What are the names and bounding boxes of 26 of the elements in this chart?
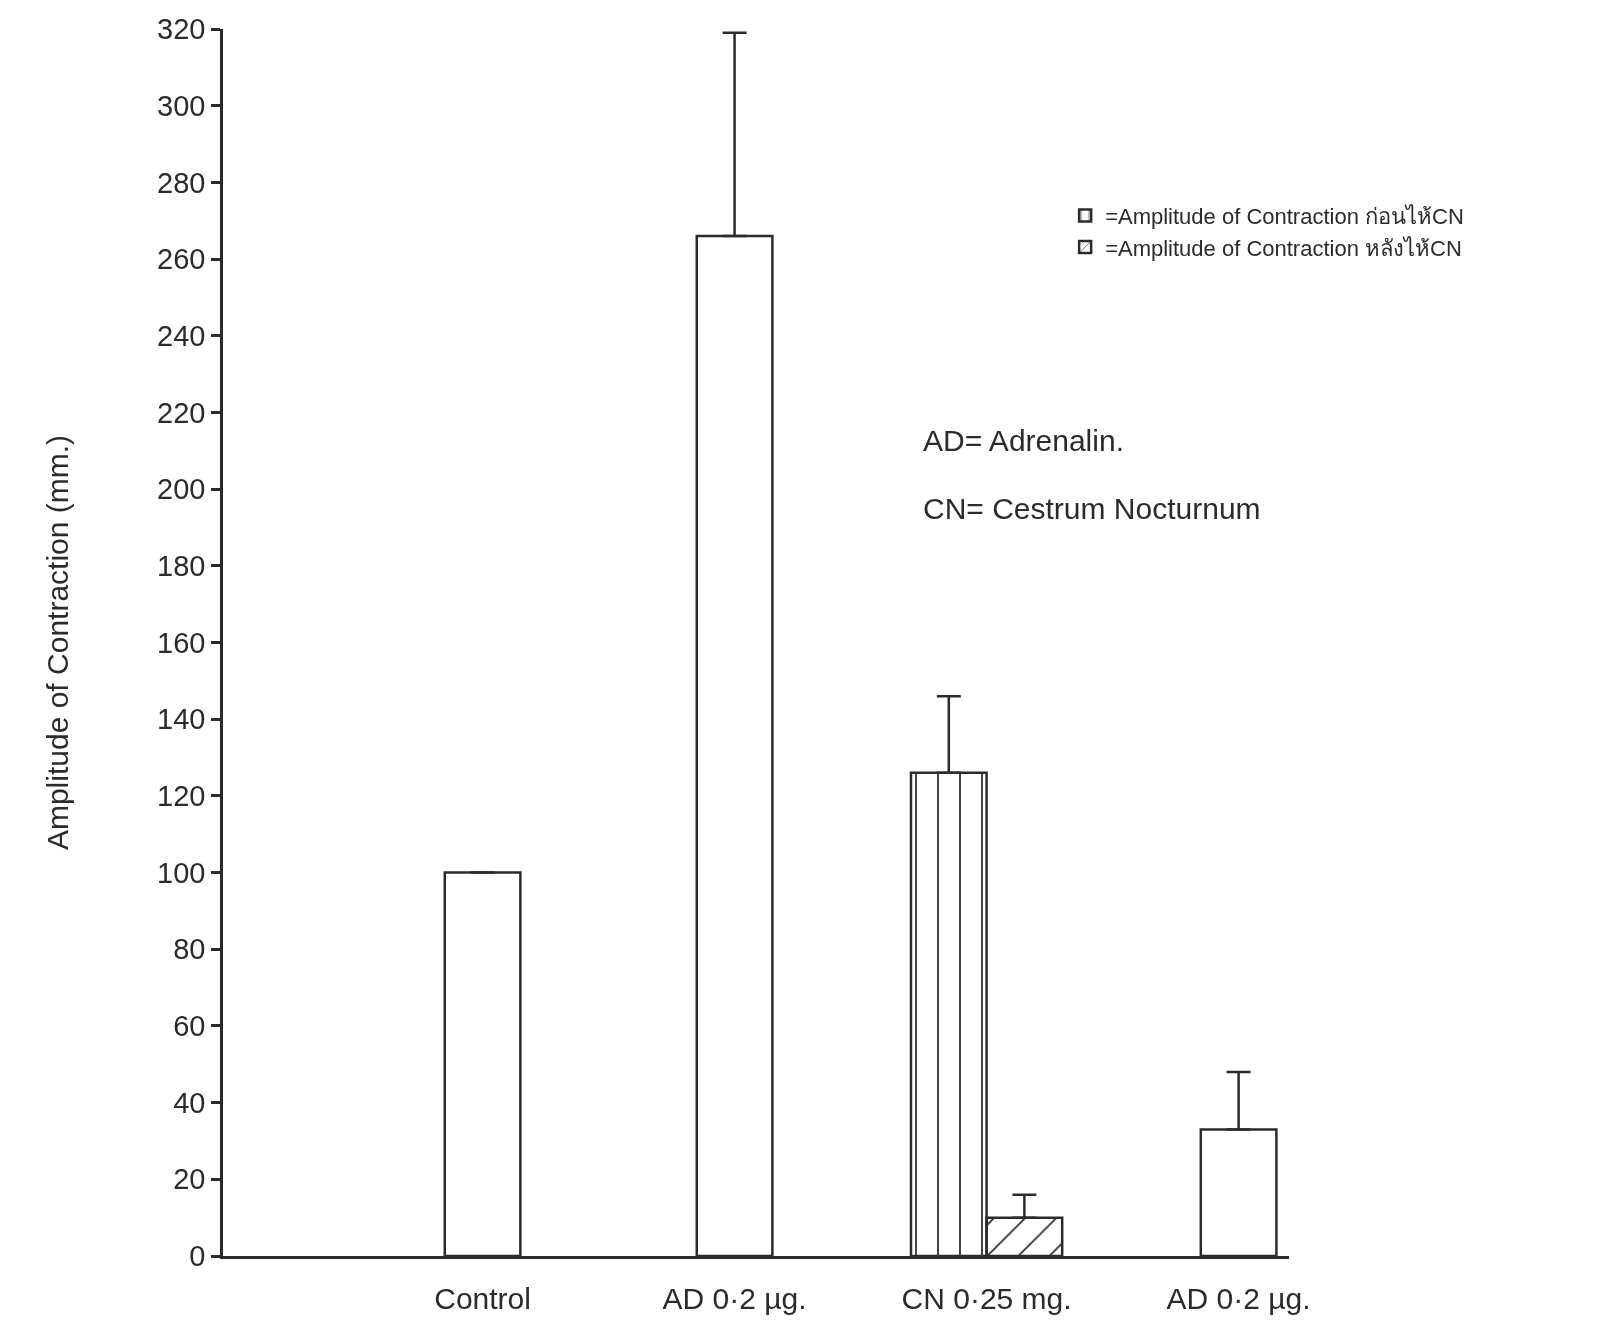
y-axis-title: Amplitude of Contraction (mm.): [41, 434, 75, 851]
x-tick-label: CN 0·25 mg.: [901, 1281, 1072, 1315]
y-tick-label: 100: [157, 856, 206, 889]
y-tick-label: 180: [157, 549, 206, 582]
annotation: CN= Cestrum Nocturnum: [923, 492, 1261, 525]
y-tick-label: 160: [157, 626, 206, 659]
annotation: AD= Adrenalin.: [923, 424, 1124, 457]
y-tick-label: 200: [157, 473, 206, 506]
y-tick-label: 80: [173, 933, 206, 966]
y-tick-label: 0: [189, 1240, 206, 1273]
text: =Amplitude of Contraction หลังไห้CN: [1105, 235, 1462, 261]
y-tick-label: 120: [157, 780, 206, 813]
y-tick-label: 300: [157, 89, 206, 122]
y-tick-label: 260: [157, 243, 206, 276]
x-tick-label: AD 0·2 µg.: [1166, 1281, 1311, 1315]
text: =Amplitude of Contraction ก่อนไห้CN: [1105, 204, 1464, 230]
x-tick-label: AD 0·2 µg.: [662, 1281, 807, 1315]
y-tick-label: 220: [157, 396, 206, 429]
y-tick-label: 140: [157, 703, 206, 736]
y-tick-label: 240: [157, 319, 206, 352]
x-tick-label: Control: [434, 1281, 531, 1315]
y-tick-label: 40: [173, 1086, 206, 1119]
y-tick-label: 320: [157, 13, 206, 46]
y-tick-label: 60: [173, 1010, 206, 1043]
y-tick-label: 280: [157, 166, 206, 199]
y-tick-label: 20: [173, 1163, 206, 1196]
